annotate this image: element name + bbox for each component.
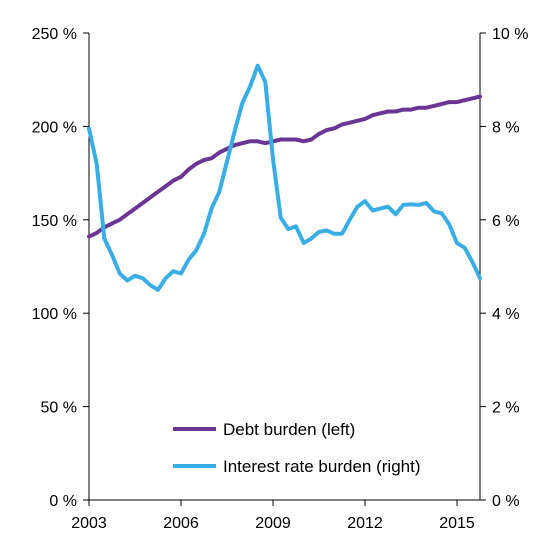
interest-rate-burden-line — [87, 63, 482, 292]
debt-burden-line — [87, 94, 482, 239]
y-left-tick-label: 200 % — [32, 119, 77, 136]
legend-label-debt-burden: Debt burden (left) — [223, 420, 355, 439]
y-left-tick-label: 0 % — [49, 493, 77, 510]
legend: Debt burden (left) Interest rate burden … — [173, 420, 420, 476]
y-right-tick-label: 10 % — [492, 26, 528, 43]
y-right-tick-label: 6 % — [492, 213, 520, 230]
y-left-tick-label: 100 % — [32, 306, 77, 323]
x-axis: 2003 2006 2009 2012 2015 — [71, 500, 475, 532]
y-axis-left: 0 % 50 % 100 % 150 % 200 % 250 % — [32, 26, 89, 510]
plot-frame — [88, 33, 481, 501]
y-right-tick-label: 4 % — [492, 306, 520, 323]
series-layer — [87, 63, 482, 292]
x-tick-label: 2006 — [163, 515, 199, 532]
x-tick-label: 2009 — [255, 515, 291, 532]
legend-item-debt-burden: Debt burden (left) — [173, 420, 355, 439]
y-left-tick-label: 150 % — [32, 213, 77, 230]
y-left-tick-label: 50 % — [41, 400, 77, 417]
legend-label-interest-rate-burden: Interest rate burden (right) — [223, 457, 420, 476]
y-right-tick-label: 8 % — [492, 119, 520, 136]
x-tick-label: 2012 — [347, 515, 383, 532]
x-tick-label: 2003 — [71, 515, 107, 532]
x-tick-label: 2015 — [439, 515, 475, 532]
y-axis-right: 0 % 2 % 4 % 6 % 8 % 10 % — [480, 26, 528, 510]
y-left-tick-label: 250 % — [32, 26, 77, 43]
y-right-tick-label: 2 % — [492, 400, 520, 417]
legend-item-interest-rate-burden: Interest rate burden (right) — [173, 457, 420, 476]
y-right-tick-label: 0 % — [492, 493, 520, 510]
